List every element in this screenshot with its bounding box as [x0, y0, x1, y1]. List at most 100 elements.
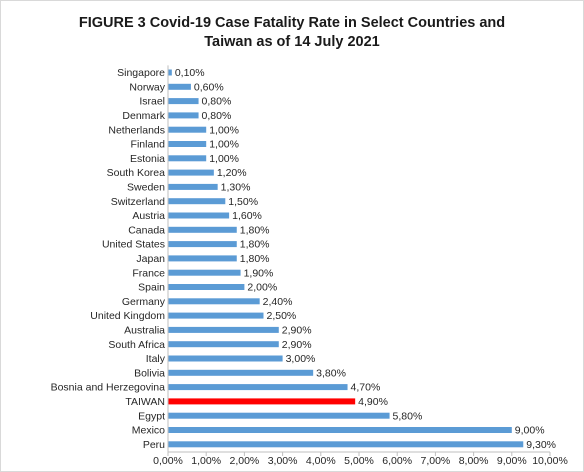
- bar-peru: [168, 441, 524, 448]
- data-label: 3,80%: [316, 367, 346, 379]
- data-label: 2,90%: [282, 325, 312, 337]
- bar-canada: [168, 226, 237, 233]
- category-label: Australia: [124, 325, 165, 337]
- bar-netherlands: [168, 126, 207, 133]
- data-label: 1,20%: [217, 167, 247, 179]
- category-label: South Korea: [107, 167, 166, 179]
- data-label: 9,00%: [515, 425, 545, 437]
- category-label: Canada: [128, 224, 165, 236]
- x-axis: 0,00% 1,00% 2,00% 3,00% 4,00% 5,00% 6,00% 7,00%…: [153, 65, 568, 467]
- data-label: 1,80%: [240, 253, 270, 265]
- bar-finland: [168, 141, 207, 147]
- data-label: 4,90%: [358, 396, 388, 408]
- data-label: 1,90%: [244, 267, 274, 279]
- data-label: 3,00%: [286, 353, 316, 365]
- bar-japan: [168, 255, 237, 262]
- bar-united-states: [168, 241, 237, 248]
- bar-sweden: [168, 183, 218, 190]
- category-label: Finland: [131, 139, 166, 151]
- chart-title-line-1: FIGURE 3 Covid-19 Case Fatality Rate in …: [78, 15, 506, 31]
- bar-bolivia: [168, 369, 314, 376]
- bar-switzerland: [168, 198, 226, 205]
- data-label: 0,10%: [175, 67, 205, 79]
- category-label: Netherlands: [108, 124, 165, 136]
- labels-layer: Singapore 0,10% Norway 0,60% Israel 0,80% Denm…: [51, 67, 556, 451]
- bar-south-africa: [168, 341, 279, 348]
- category-label: Estonia: [130, 153, 165, 165]
- category-label: Peru: [143, 439, 165, 451]
- bars-layer: [168, 69, 524, 448]
- category-label: Mexico: [132, 425, 165, 437]
- bar-israel: [168, 98, 199, 105]
- data-label: 2,90%: [282, 339, 312, 351]
- x-tick-label: 5,00%: [344, 455, 374, 467]
- data-label: 1,00%: [209, 153, 239, 165]
- category-label: Spain: [138, 282, 165, 294]
- category-label: Germany: [122, 296, 166, 308]
- data-label: 1,80%: [240, 224, 270, 236]
- bar-singapore: [168, 69, 172, 76]
- category-label: Japan: [136, 253, 165, 265]
- x-tick-label: 4,00%: [306, 455, 336, 467]
- category-label: Singapore: [117, 67, 165, 79]
- bar-denmark: [168, 112, 199, 119]
- bar-austria: [168, 212, 230, 219]
- category-label: Denmark: [122, 110, 165, 122]
- bar-france: [168, 269, 241, 276]
- x-tick-label: 9,00%: [497, 455, 527, 467]
- data-label: 1,80%: [240, 239, 270, 251]
- data-label: 0,80%: [202, 110, 232, 122]
- chart-title-line-2: Taiwan as of 14 July 2021: [204, 34, 380, 50]
- data-label: 1,50%: [228, 196, 258, 208]
- category-label: Bolivia: [134, 367, 165, 379]
- category-label: Norway: [129, 81, 165, 93]
- data-label: 2,50%: [267, 310, 297, 322]
- bar-spain: [168, 284, 245, 290]
- x-tick-label: 10,00%: [532, 455, 568, 467]
- x-tick-label: 2,00%: [230, 455, 260, 467]
- category-label: South Africa: [108, 339, 165, 351]
- data-label: 0,80%: [202, 96, 232, 108]
- category-label: Sweden: [127, 182, 165, 194]
- data-label: 4,70%: [351, 382, 381, 394]
- category-label: Italy: [146, 353, 166, 365]
- category-label: France: [132, 267, 165, 279]
- data-label: 1,30%: [221, 182, 251, 194]
- category-label: TAIWAN: [125, 396, 165, 408]
- x-tick-label: 7,00%: [421, 455, 451, 467]
- data-label: 9,30%: [526, 439, 556, 451]
- data-label: 1,00%: [209, 139, 239, 151]
- x-tick-label: 3,00%: [268, 455, 298, 467]
- category-label: Bosnia and Herzegovina: [51, 382, 166, 394]
- bar-estonia: [168, 155, 207, 162]
- data-label: 0,60%: [194, 81, 224, 93]
- category-label: Switzerland: [111, 196, 165, 208]
- data-label: 1,60%: [232, 210, 262, 222]
- chart-title: FIGURE 3 Covid-19 Case Fatality Rate in …: [0, 14, 584, 52]
- category-label: Egypt: [138, 410, 165, 422]
- bar-australia: [168, 326, 279, 333]
- x-tick-label: 0,00%: [153, 455, 183, 467]
- category-label: United States: [102, 239, 165, 251]
- x-tick-label: 6,00%: [382, 455, 412, 467]
- bar-norway: [168, 83, 191, 90]
- category-label: Austria: [132, 210, 165, 222]
- data-label: 2,00%: [247, 282, 277, 294]
- bar-south-korea: [168, 169, 214, 176]
- bar-taiwan: [168, 398, 356, 405]
- x-tick-label: 1,00%: [191, 455, 221, 467]
- data-label: 2,40%: [263, 296, 293, 308]
- bar-bosnia-and-herzegovina: [168, 384, 348, 391]
- bar-germany: [168, 298, 260, 305]
- bar-italy: [168, 355, 283, 362]
- category-label: United Kingdom: [90, 310, 165, 322]
- data-label: 1,00%: [209, 124, 239, 136]
- data-label: 5,80%: [393, 410, 423, 422]
- x-tick-label: 8,00%: [459, 455, 489, 467]
- bar-egypt: [168, 412, 390, 419]
- category-label: Israel: [139, 96, 165, 108]
- bar-united-kingdom: [168, 312, 264, 319]
- bar-mexico: [168, 427, 512, 433]
